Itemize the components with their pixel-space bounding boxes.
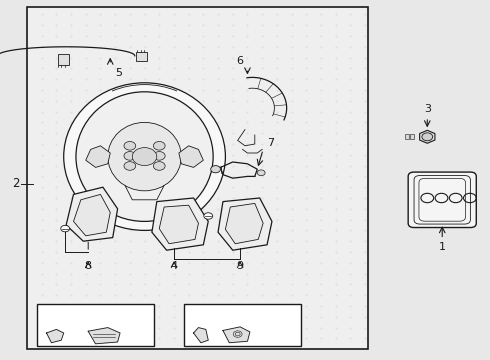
- FancyBboxPatch shape: [414, 176, 470, 224]
- Text: 8: 8: [85, 261, 92, 271]
- Bar: [405, 134, 409, 139]
- Text: 7: 7: [267, 138, 274, 148]
- Circle shape: [61, 225, 70, 232]
- Polygon shape: [159, 205, 198, 244]
- Polygon shape: [179, 146, 203, 167]
- Polygon shape: [194, 328, 208, 343]
- Bar: [58, 54, 69, 65]
- Polygon shape: [223, 327, 250, 343]
- FancyBboxPatch shape: [419, 179, 466, 221]
- Text: 6: 6: [237, 55, 244, 66]
- Circle shape: [153, 152, 165, 160]
- Circle shape: [211, 166, 220, 173]
- Polygon shape: [152, 198, 208, 250]
- Polygon shape: [225, 203, 263, 244]
- Text: 9: 9: [237, 261, 244, 271]
- Circle shape: [124, 152, 136, 160]
- Circle shape: [132, 148, 157, 166]
- Polygon shape: [218, 198, 272, 250]
- Bar: [27, 7, 367, 349]
- Polygon shape: [47, 329, 64, 343]
- Polygon shape: [74, 194, 110, 236]
- Polygon shape: [86, 146, 110, 167]
- Ellipse shape: [108, 122, 181, 191]
- Text: 4: 4: [171, 261, 177, 271]
- Text: 3: 3: [424, 104, 431, 114]
- Circle shape: [204, 213, 213, 219]
- Ellipse shape: [64, 83, 225, 230]
- Text: 5: 5: [115, 68, 122, 78]
- Circle shape: [124, 141, 136, 150]
- Text: 1: 1: [439, 242, 446, 252]
- Bar: [410, 134, 414, 139]
- Bar: [136, 52, 147, 61]
- Circle shape: [422, 133, 433, 141]
- Circle shape: [153, 141, 165, 150]
- Circle shape: [124, 162, 136, 170]
- Bar: [184, 304, 301, 346]
- FancyBboxPatch shape: [408, 172, 476, 228]
- Polygon shape: [88, 328, 120, 344]
- Bar: [37, 304, 154, 346]
- Circle shape: [153, 162, 165, 170]
- Text: 2: 2: [12, 177, 20, 190]
- Circle shape: [257, 170, 265, 176]
- Polygon shape: [66, 187, 118, 241]
- Polygon shape: [419, 130, 435, 143]
- Ellipse shape: [76, 92, 213, 221]
